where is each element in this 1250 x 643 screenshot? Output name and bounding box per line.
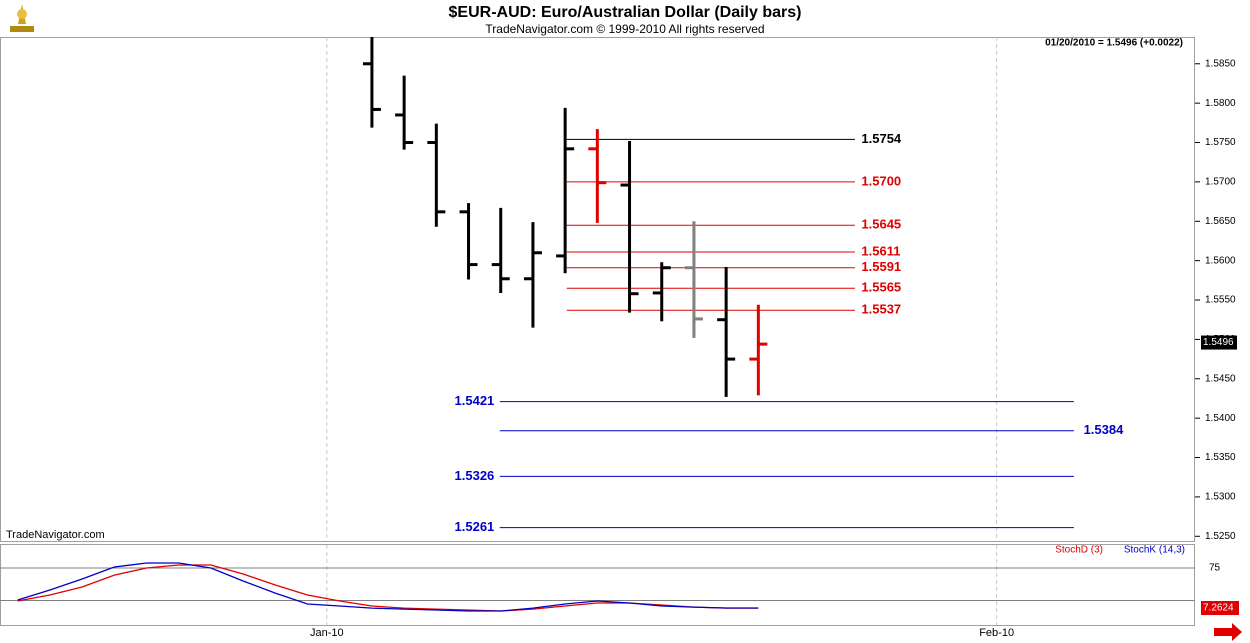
resistance-label: 1.5591	[861, 259, 901, 274]
resistance-label: 1.5700	[861, 173, 901, 188]
stoch-last-box	[1201, 601, 1239, 616]
resistance-label: 1.5611	[861, 243, 900, 258]
y-tick-label: 1.5350	[1205, 452, 1236, 463]
y-tick-label: 1.5750	[1205, 137, 1236, 148]
y-tick-label: 1.5700	[1205, 177, 1236, 188]
stoch-tick-label: 75	[1209, 563, 1221, 574]
info-text: 01/20/2010 = 1.5496 (+0.0022)	[1045, 38, 1183, 49]
price-panel	[0, 37, 1195, 542]
support-label: 1.5384	[1084, 422, 1125, 437]
scroll-arrow[interactable]	[1214, 623, 1242, 641]
resistance-label: 1.5537	[861, 302, 901, 317]
stoch-last-label: 7.2624	[1203, 603, 1234, 614]
stochastic-panel	[0, 544, 1195, 626]
chart-title: $EUR-AUD: Euro/Australian Dollar (Daily …	[449, 4, 802, 21]
y-tick-label: 1.5650	[1205, 216, 1236, 227]
support-label: 1.5326	[455, 468, 495, 483]
legend-entry: StochK (14,3)	[1124, 545, 1185, 556]
legend-entry: StochD (3)	[1055, 545, 1103, 556]
resistance-label: 1.5754	[861, 131, 902, 146]
y-tick-label: 1.5800	[1205, 98, 1236, 109]
support-label: 1.5261	[455, 519, 495, 534]
y-tick-label: 1.5400	[1205, 413, 1236, 424]
x-tick-label: Feb-10	[979, 627, 1014, 639]
resistance-label: 1.5645	[861, 217, 901, 232]
chart-subtitle: TradeNavigator.com © 1999-2010 All right…	[485, 22, 764, 36]
resistance-label: 1.5565	[861, 280, 901, 295]
last-price-label: 1.5496	[1203, 337, 1234, 348]
y-tick-label: 1.5600	[1205, 255, 1236, 266]
last-price-box	[1201, 335, 1237, 350]
y-tick-label: 1.5450	[1205, 373, 1236, 384]
y-tick-label: 1.5250	[1205, 531, 1236, 542]
support-label: 1.5421	[455, 393, 495, 408]
y-tick-label: 1.5850	[1205, 58, 1236, 69]
y-tick-label: 1.5300	[1205, 492, 1236, 503]
logo	[10, 4, 34, 32]
x-tick-label: Jan-10	[310, 627, 344, 639]
y-tick-label: 1.5550	[1205, 295, 1236, 306]
stoch-line	[17, 562, 759, 612]
watermark: TradeNavigator.com	[6, 529, 105, 541]
